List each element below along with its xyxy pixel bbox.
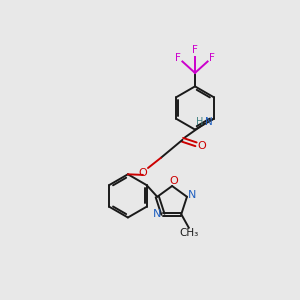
Text: O: O <box>139 168 147 178</box>
Text: H: H <box>196 117 203 127</box>
Text: O: O <box>169 176 178 186</box>
Text: O: O <box>198 141 206 151</box>
Text: N: N <box>188 190 196 200</box>
Text: F: F <box>192 45 198 56</box>
Text: N: N <box>153 209 162 219</box>
Text: F: F <box>209 53 215 64</box>
Text: CH₃: CH₃ <box>180 228 199 238</box>
Text: N: N <box>205 117 213 127</box>
Text: F: F <box>175 53 181 64</box>
